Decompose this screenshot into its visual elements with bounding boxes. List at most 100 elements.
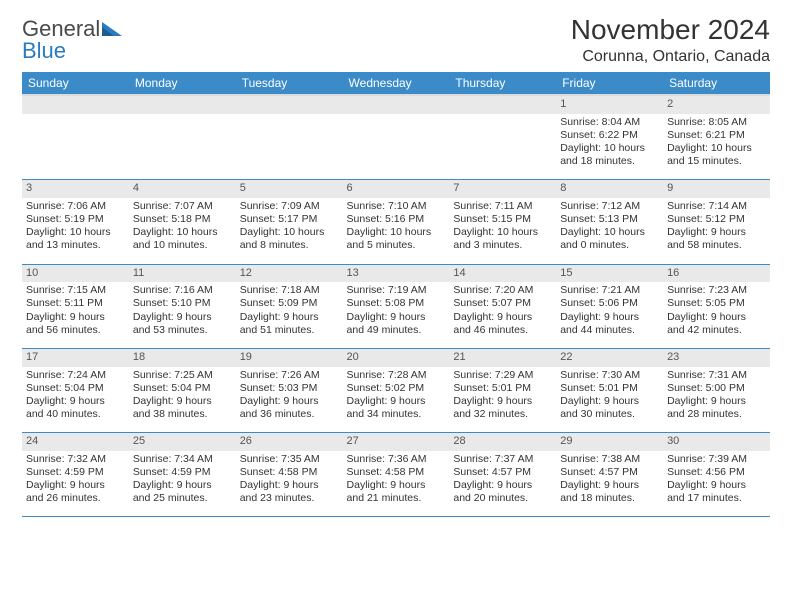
day-cell: Sunrise: 7:07 AMSunset: 5:18 PMDaylight:… [129, 198, 236, 264]
day-cell: Sunrise: 7:24 AMSunset: 5:04 PMDaylight:… [22, 367, 129, 433]
day-number-row: 3456789 [22, 180, 770, 198]
sunset-text: Sunset: 5:18 PM [133, 213, 232, 226]
day-number: 15 [556, 264, 663, 282]
daylight-text: Daylight: 9 hours and 23 minutes. [240, 479, 339, 505]
month-title: November 2024 [571, 14, 770, 46]
sunrise-text: Sunrise: 7:36 AM [347, 453, 446, 466]
logo-text: General Blue [22, 18, 122, 62]
sunrise-text: Sunrise: 7:25 AM [133, 369, 232, 382]
sunrise-text: Sunrise: 7:24 AM [26, 369, 125, 382]
day-number-row: 24252627282930 [22, 433, 770, 451]
sunset-text: Sunset: 5:03 PM [240, 382, 339, 395]
day-number: 7 [449, 180, 556, 198]
sunrise-text: Sunrise: 7:20 AM [453, 284, 552, 297]
day-number: 12 [236, 264, 343, 282]
day-cell: Sunrise: 7:25 AMSunset: 5:04 PMDaylight:… [129, 367, 236, 433]
daylight-text: Daylight: 9 hours and 53 minutes. [133, 311, 232, 337]
sunset-text: Sunset: 4:57 PM [453, 466, 552, 479]
day-number: 11 [129, 264, 236, 282]
day-content-row: Sunrise: 7:32 AMSunset: 4:59 PMDaylight:… [22, 451, 770, 517]
day-number: 19 [236, 348, 343, 366]
day-cell: Sunrise: 7:09 AMSunset: 5:17 PMDaylight:… [236, 198, 343, 264]
day-cell: Sunrise: 7:32 AMSunset: 4:59 PMDaylight:… [22, 451, 129, 517]
title-block: November 2024 Corunna, Ontario, Canada [571, 14, 770, 66]
weekday-header: Monday [129, 72, 236, 95]
day-number: 18 [129, 348, 236, 366]
day-number: 27 [343, 433, 450, 451]
sunset-text: Sunset: 5:09 PM [240, 297, 339, 310]
day-number: 24 [22, 433, 129, 451]
calendar-table: Sunday Monday Tuesday Wednesday Thursday… [22, 72, 770, 517]
day-cell: Sunrise: 7:30 AMSunset: 5:01 PMDaylight:… [556, 367, 663, 433]
daylight-text: Daylight: 10 hours and 3 minutes. [453, 226, 552, 252]
daylight-text: Daylight: 9 hours and 25 minutes. [133, 479, 232, 505]
day-content-row: Sunrise: 8:04 AMSunset: 6:22 PM Daylight:… [22, 114, 770, 180]
day-cell: Sunrise: 7:11 AMSunset: 5:15 PMDaylight:… [449, 198, 556, 264]
day-number [22, 95, 129, 114]
day-number: 21 [449, 348, 556, 366]
sunset-text: Sunset: 5:01 PM [453, 382, 552, 395]
sunset-text: Sunset: 5:04 PM [26, 382, 125, 395]
sunrise-text: Sunrise: 8:04 AM [560, 116, 659, 129]
sunset-text: Sunset: 5:01 PM [560, 382, 659, 395]
day-number: 17 [22, 348, 129, 366]
day-cell: Sunrise: 7:06 AMSunset: 5:19 PMDaylight:… [22, 198, 129, 264]
day-number: 14 [449, 264, 556, 282]
sunrise-text: Sunrise: 7:32 AM [26, 453, 125, 466]
sunset-text: Sunset: 4:56 PM [667, 466, 766, 479]
sunrise-text: Sunrise: 7:26 AM [240, 369, 339, 382]
daylight-text: Daylight: 9 hours and 36 minutes. [240, 395, 339, 421]
weekday-header: Friday [556, 72, 663, 95]
sunrise-text: Sunrise: 7:34 AM [133, 453, 232, 466]
sunrise-text: Sunrise: 7:16 AM [133, 284, 232, 297]
day-cell: Sunrise: 7:28 AMSunset: 5:02 PMDaylight:… [343, 367, 450, 433]
sunrise-text: Sunrise: 7:09 AM [240, 200, 339, 213]
day-number: 26 [236, 433, 343, 451]
daylight-text: Daylight: 9 hours and 28 minutes. [667, 395, 766, 421]
day-number: 23 [663, 348, 770, 366]
sunset-text: Sunset: 5:02 PM [347, 382, 446, 395]
sunset-text: Sunset: 6:22 PM [560, 129, 659, 142]
sunrise-text: Sunrise: 7:11 AM [453, 200, 552, 213]
day-number [343, 95, 450, 114]
logo-word-2: Blue [22, 38, 66, 63]
sunrise-text: Sunrise: 7:07 AM [133, 200, 232, 213]
sunset-text: Sunset: 5:04 PM [133, 382, 232, 395]
sunset-text: Sunset: 4:57 PM [560, 466, 659, 479]
day-number: 1 [556, 95, 663, 114]
day-number [236, 95, 343, 114]
day-cell [22, 114, 129, 180]
daylight-text: Daylight: 9 hours and 34 minutes. [347, 395, 446, 421]
daylight-text: Daylight: 9 hours and 42 minutes. [667, 311, 766, 337]
day-cell: Sunrise: 7:10 AMSunset: 5:16 PMDaylight:… [343, 198, 450, 264]
sunset-text: Sunset: 5:17 PM [240, 213, 339, 226]
sunrise-text: Sunrise: 7:37 AM [453, 453, 552, 466]
weekday-header: Wednesday [343, 72, 450, 95]
day-number: 3 [22, 180, 129, 198]
day-cell [129, 114, 236, 180]
sunrise-text: Sunrise: 7:28 AM [347, 369, 446, 382]
day-cell: Sunrise: 7:16 AMSunset: 5:10 PMDaylight:… [129, 282, 236, 348]
day-cell: Sunrise: 7:34 AMSunset: 4:59 PMDaylight:… [129, 451, 236, 517]
day-number-row: 10111213141516 [22, 264, 770, 282]
sunset-text: Sunset: 4:59 PM [133, 466, 232, 479]
day-cell: Sunrise: 7:36 AMSunset: 4:58 PMDaylight:… [343, 451, 450, 517]
sunset-text: Sunset: 5:10 PM [133, 297, 232, 310]
day-number-row: 12 [22, 95, 770, 114]
day-number: 4 [129, 180, 236, 198]
weekday-header-row: Sunday Monday Tuesday Wednesday Thursday… [22, 72, 770, 95]
daylight-text: Daylight: 9 hours and 49 minutes. [347, 311, 446, 337]
daylight-text: Daylight: 10 hours and 15 minutes. [667, 142, 766, 168]
day-cell: Sunrise: 7:35 AMSunset: 4:58 PMDaylight:… [236, 451, 343, 517]
sunset-text: Sunset: 5:05 PM [667, 297, 766, 310]
day-number: 8 [556, 180, 663, 198]
day-content-row: Sunrise: 7:15 AMSunset: 5:11 PMDaylight:… [22, 282, 770, 348]
day-cell [343, 114, 450, 180]
daylight-text: Daylight: 10 hours and 13 minutes. [26, 226, 125, 252]
day-number: 6 [343, 180, 450, 198]
day-cell: Sunrise: 7:21 AMSunset: 5:06 PMDaylight:… [556, 282, 663, 348]
day-number-row: 17181920212223 [22, 348, 770, 366]
day-number [449, 95, 556, 114]
day-cell [236, 114, 343, 180]
daylight-text: Daylight: 10 hours and 10 minutes. [133, 226, 232, 252]
